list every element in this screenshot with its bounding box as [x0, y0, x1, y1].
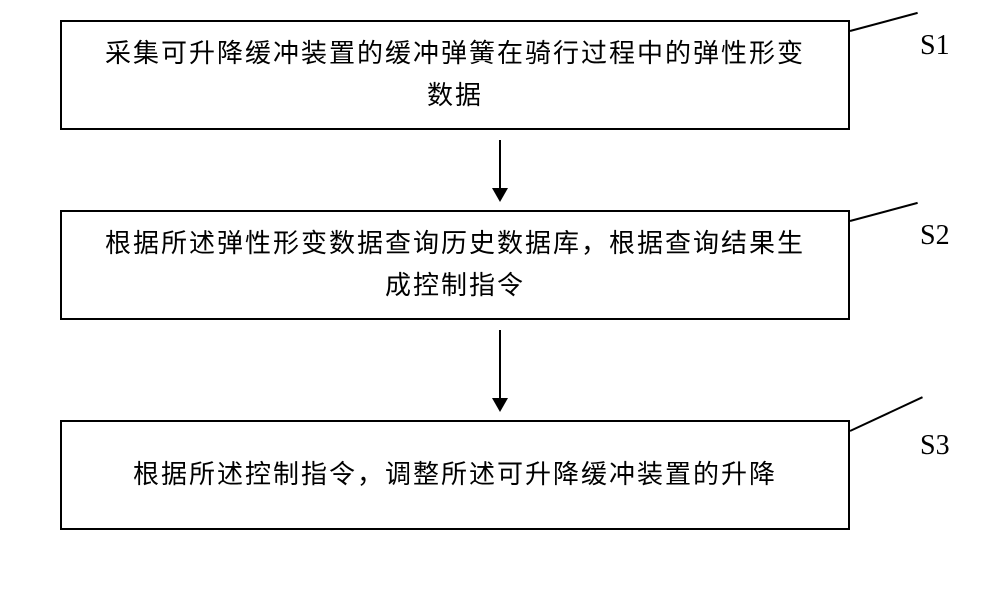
flowchart-container: 采集可升降缓冲装置的缓冲弹簧在骑行过程中的弹性形变数据 根据所述弹性形变数据查询… [60, 20, 940, 530]
step-text-s1: 采集可升降缓冲装置的缓冲弹簧在骑行过程中的弹性形变数据 [92, 33, 818, 116]
step-box-s3: 根据所述控制指令，调整所述可升降缓冲装置的升降 [60, 420, 850, 530]
step-label-s2: S2 [920, 220, 950, 252]
arrow-icon [499, 140, 501, 200]
arrow-s1-s2 [60, 130, 940, 210]
step-label-s3: S3 [920, 430, 950, 462]
arrow-s2-s3 [60, 320, 940, 420]
step-label-s1: S1 [920, 30, 950, 62]
step-box-s1: 采集可升降缓冲装置的缓冲弹簧在骑行过程中的弹性形变数据 [60, 20, 850, 130]
step-box-s2: 根据所述弹性形变数据查询历史数据库，根据查询结果生成控制指令 [60, 210, 850, 320]
step-text-s3: 根据所述控制指令，调整所述可升降缓冲装置的升降 [133, 454, 777, 496]
arrow-icon [499, 330, 501, 410]
step-text-s2: 根据所述弹性形变数据查询历史数据库，根据查询结果生成控制指令 [92, 223, 818, 306]
